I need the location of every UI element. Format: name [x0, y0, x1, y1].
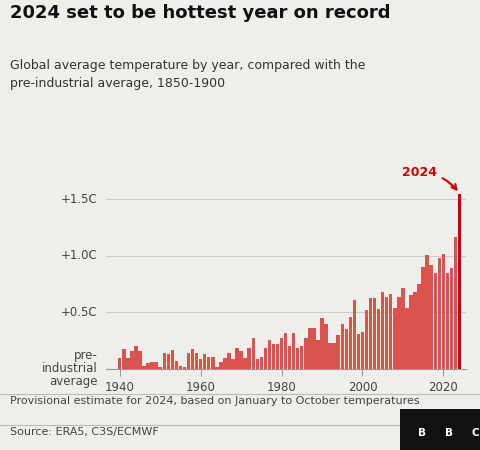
Bar	[138, 351, 142, 369]
Bar	[413, 292, 417, 369]
Bar	[260, 356, 263, 369]
Bar	[134, 346, 138, 369]
Bar	[409, 296, 413, 369]
Bar	[150, 362, 154, 369]
Bar	[377, 309, 380, 369]
Bar	[122, 349, 126, 369]
Bar	[454, 237, 457, 369]
Bar	[252, 338, 255, 369]
Bar	[361, 332, 364, 369]
Bar	[207, 356, 210, 369]
Bar	[296, 347, 300, 369]
Bar	[179, 365, 182, 369]
Text: Provisional estimate for 2024, based on January to October temperatures: Provisional estimate for 2024, based on …	[10, 396, 419, 406]
Bar	[316, 340, 320, 369]
Bar	[191, 349, 194, 369]
Bar	[340, 324, 344, 369]
Bar	[308, 328, 312, 369]
Bar	[158, 367, 162, 369]
Bar	[345, 329, 348, 369]
Bar	[405, 308, 408, 369]
Bar	[445, 273, 449, 369]
Bar	[199, 359, 203, 369]
Bar	[227, 353, 231, 369]
Bar	[126, 358, 130, 369]
Bar	[231, 359, 235, 369]
Bar	[357, 334, 360, 369]
Bar	[268, 340, 271, 369]
Bar	[203, 354, 206, 369]
Bar	[401, 288, 405, 369]
Bar	[155, 362, 158, 369]
Text: B: B	[445, 428, 453, 437]
Bar	[442, 254, 445, 369]
Text: Source: ERA5, C3S/ECMWF: Source: ERA5, C3S/ECMWF	[10, 428, 158, 437]
Bar	[438, 258, 441, 369]
Bar	[146, 363, 150, 369]
Bar	[430, 265, 433, 369]
Bar	[163, 353, 166, 369]
Bar	[175, 361, 178, 369]
Bar	[215, 367, 218, 369]
Text: C: C	[471, 428, 479, 437]
Bar	[450, 268, 453, 369]
Bar	[418, 284, 421, 369]
Bar	[385, 297, 388, 369]
Bar	[142, 365, 146, 369]
Bar	[328, 343, 332, 369]
Bar	[312, 328, 316, 369]
Bar	[276, 344, 279, 369]
Bar	[433, 273, 437, 369]
Bar	[167, 354, 170, 369]
Text: Global average temperature by year, compared with the
pre-industrial average, 18: Global average temperature by year, comp…	[10, 58, 365, 90]
Bar	[255, 359, 259, 369]
Bar	[170, 350, 174, 369]
Bar	[421, 267, 425, 369]
Bar	[264, 347, 267, 369]
Bar	[118, 358, 121, 369]
Bar	[248, 347, 251, 369]
Bar	[333, 343, 336, 369]
Bar	[353, 300, 356, 369]
Bar	[219, 362, 223, 369]
Bar	[369, 298, 372, 369]
Bar	[320, 318, 324, 369]
Bar	[280, 338, 283, 369]
Bar	[458, 194, 461, 369]
Bar	[373, 298, 376, 369]
Bar	[240, 351, 243, 369]
Bar	[292, 333, 295, 369]
Bar	[187, 353, 190, 369]
Bar	[397, 297, 401, 369]
Bar	[389, 294, 393, 369]
Bar	[272, 344, 275, 369]
Bar	[336, 335, 340, 369]
Bar	[304, 338, 308, 369]
Bar	[183, 367, 186, 369]
Bar	[348, 317, 352, 369]
Text: 2024: 2024	[402, 166, 456, 189]
Bar	[235, 347, 239, 369]
Bar	[211, 356, 215, 369]
Bar	[288, 346, 291, 369]
Bar	[223, 358, 227, 369]
Bar	[381, 292, 384, 369]
Bar	[393, 308, 396, 369]
Bar	[130, 351, 133, 369]
Text: B: B	[419, 428, 426, 437]
Bar	[243, 358, 247, 369]
Bar	[324, 324, 328, 369]
Bar	[284, 333, 288, 369]
Text: 2024 set to be hottest year on record: 2024 set to be hottest year on record	[10, 4, 390, 22]
Bar	[300, 346, 303, 369]
Bar	[365, 310, 368, 369]
Bar	[425, 255, 429, 369]
Bar	[195, 353, 198, 369]
